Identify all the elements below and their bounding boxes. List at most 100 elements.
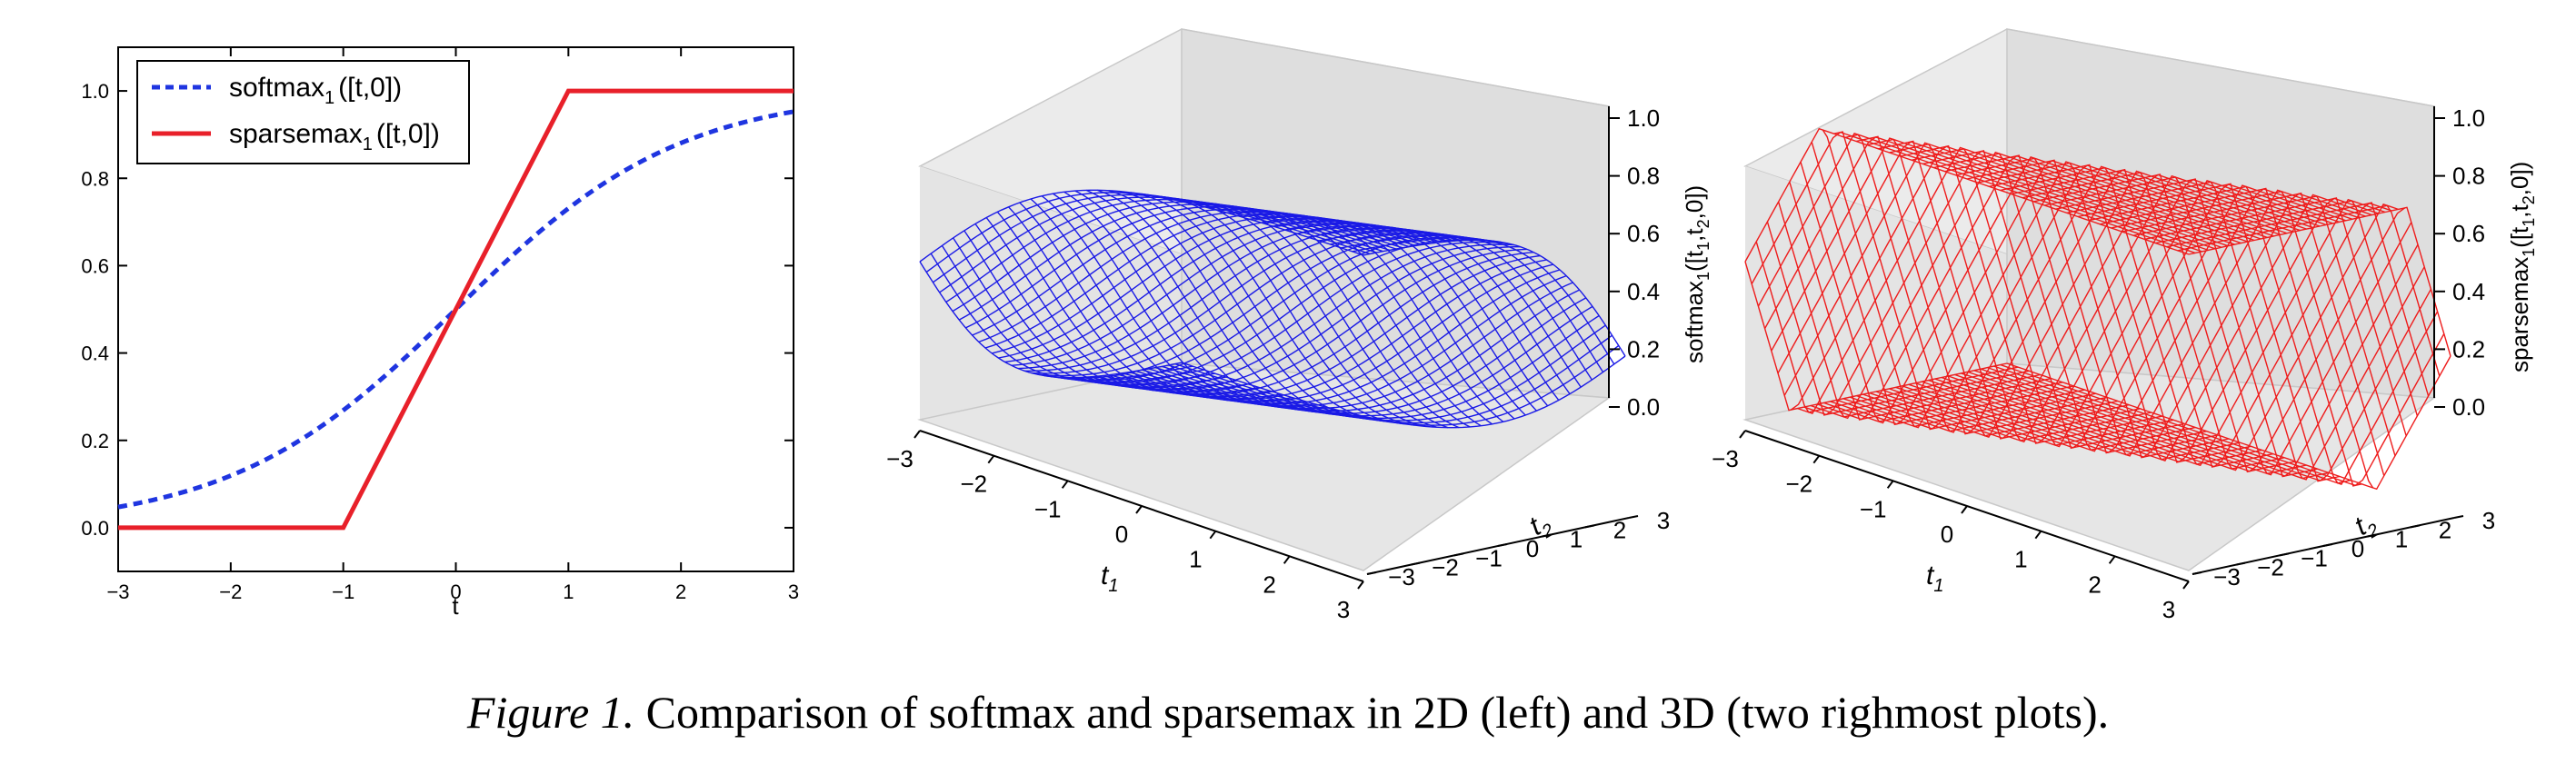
z-tick-label: 0.8 xyxy=(2452,163,2485,190)
y-tick-label: 3 xyxy=(1657,507,1670,534)
mesh-line-t2 xyxy=(1017,224,1463,370)
mesh-line-t2 xyxy=(932,194,1377,283)
caption-label: Figure 1. xyxy=(466,687,635,738)
x-tick xyxy=(1283,555,1291,564)
xlabel-t1: t1 xyxy=(1926,561,1943,596)
x-tick-label: 2 xyxy=(675,580,686,603)
mesh-line-t2 xyxy=(1123,274,1567,408)
mesh-line-t2 xyxy=(1790,145,2235,411)
mesh-line-t2 xyxy=(939,196,1383,293)
x-tick-label: 3 xyxy=(2162,596,2175,623)
z-tick-label: 0.2 xyxy=(2452,335,2485,362)
mesh-line-t2 xyxy=(2006,355,2451,491)
mesh-line-t2 xyxy=(1148,305,1593,417)
x-tick xyxy=(1886,480,1894,489)
mesh-line-t2 xyxy=(2000,333,2445,487)
mesh-line-t2 xyxy=(1763,136,2209,330)
y-tick xyxy=(1410,561,1421,566)
mesh-line-t2 xyxy=(1973,243,2419,477)
x-tick-label: 3 xyxy=(1337,596,1350,623)
x-tick-label: 0 xyxy=(1115,521,1128,548)
y-tick-label: 0.6 xyxy=(81,254,109,277)
x-tick xyxy=(1739,430,1746,439)
y-tick-label: −2 xyxy=(2257,554,2284,581)
y-tick xyxy=(2192,571,2202,575)
mesh-line-t2 xyxy=(1849,165,2294,433)
back-pane-right xyxy=(2006,28,2435,399)
mesh-line-t2 xyxy=(1810,151,2255,420)
z-tick-label: 0.4 xyxy=(2452,278,2485,305)
x-tick xyxy=(2182,580,2190,590)
y-tick-label: 0 xyxy=(1526,535,1539,562)
y-tick-label: −1 xyxy=(1475,544,1503,571)
x-tick-label: −1 xyxy=(332,580,354,603)
mesh-line-t2 xyxy=(1024,227,1469,372)
axes-3d: −3 −2 −1 0 1 2 3 −3 −2 −1 0 1 2 3 0.0 0.2 0.4 0.6 0.8 1.0 xyxy=(1712,104,2495,623)
plot-2d-xlabel: t xyxy=(452,592,459,620)
z-tick-label: 0.4 xyxy=(1627,278,1660,305)
mesh-line-t2 xyxy=(1129,282,1573,410)
plot-2d-ticks: −3 −2 −1 0 1 2 3 0.0 0.2 0.4 0.6 0.8 1.0 xyxy=(81,47,799,603)
x-tick xyxy=(1357,580,1364,590)
mesh-line-t2 xyxy=(945,198,1391,303)
mesh-line-t2 xyxy=(1914,189,2360,457)
x-tick-label: 2 xyxy=(1263,571,1275,598)
mesh-line-t2 xyxy=(1744,127,2190,263)
mesh-line-t2 xyxy=(1856,169,2301,434)
x-tick xyxy=(2108,555,2116,564)
y-tick xyxy=(2366,533,2377,538)
plot-2d-legend: softmax1 ([t,0]) sparsemax1 ([t,0]) xyxy=(136,60,470,164)
mesh-line-t2 xyxy=(1103,259,1547,401)
caption-text: Comparison of softmax and sparsemax in 2… xyxy=(645,687,2110,738)
xlabel-t1: t1 xyxy=(1101,561,1118,596)
y-tick-label: 0.2 xyxy=(81,430,109,452)
x-tick-label: 0 xyxy=(450,580,461,603)
y-tick xyxy=(2235,561,2246,566)
y-tick-label: 3 xyxy=(2482,507,2495,534)
y-tick xyxy=(1541,533,1552,538)
mesh-line-t2 xyxy=(1869,174,2314,440)
x-tick xyxy=(1135,505,1143,514)
plot-3d-sparsemax: −3 −2 −1 0 1 2 3 −3 −2 −1 0 1 2 3 0.0 0.2 0.4 0.6 0.8 1.0 t… xyxy=(1712,28,2538,623)
x-tick xyxy=(987,455,995,464)
mesh-line-t2 xyxy=(1922,193,2366,458)
z-tick-label: 0.0 xyxy=(2452,393,2485,421)
mesh-line-t2 xyxy=(1961,207,2406,472)
x-tick xyxy=(1812,455,1821,464)
mesh-line-t2 xyxy=(1154,314,1600,419)
mesh-line-t2 xyxy=(1181,355,1626,429)
legend-frame xyxy=(136,60,470,164)
mesh-line-t2 xyxy=(1941,198,2386,467)
mesh-line-t2 xyxy=(1954,203,2399,471)
y-tick-label: 0.4 xyxy=(81,342,109,365)
mesh-line-t2 xyxy=(1875,174,2321,443)
series-softmax xyxy=(117,109,794,510)
mesh-line-t2 xyxy=(1993,311,2439,485)
mesh-line-t2 xyxy=(965,205,1410,329)
zlabel-softmax: softmax1([t1,t2,0]) xyxy=(1681,185,1712,363)
mesh-line-t2 xyxy=(1823,156,2268,424)
x-tick-label: 1 xyxy=(2014,546,2027,573)
x-tick-label: 0 xyxy=(1941,521,1953,548)
mesh-line-t2 xyxy=(1842,164,2288,430)
mesh-line-t2 xyxy=(952,201,1397,313)
y-tick xyxy=(2279,552,2290,557)
y-tick xyxy=(1366,571,1377,575)
mesh-line-t2 xyxy=(1902,184,2347,452)
y-tick-label: −3 xyxy=(2213,563,2241,590)
series-sparsemax xyxy=(118,88,794,531)
mesh-line-t2 xyxy=(925,192,1371,273)
z-tick-label: 0.2 xyxy=(1627,335,1660,362)
y-tick-label: 0.8 xyxy=(81,167,109,190)
y-tick-label: 1.0 xyxy=(81,80,109,103)
x-tick-label: −3 xyxy=(106,580,129,603)
y-tick xyxy=(1453,552,1464,557)
plot-3d-softmax: −3 −2 −1 0 1 2 3 −3 −2 −1 0 1 2 3 0.0 0.2 0.4 0.6 0.8 1.0 t… xyxy=(886,28,1712,623)
mesh-line-t2 xyxy=(1928,194,2372,461)
y-tick-label: −3 xyxy=(1388,563,1415,590)
mesh-line-t2 xyxy=(1980,266,2425,481)
z-tick-label: 0.6 xyxy=(2452,220,2485,247)
mesh-line-t2 xyxy=(978,210,1423,343)
x-tick xyxy=(914,430,921,439)
